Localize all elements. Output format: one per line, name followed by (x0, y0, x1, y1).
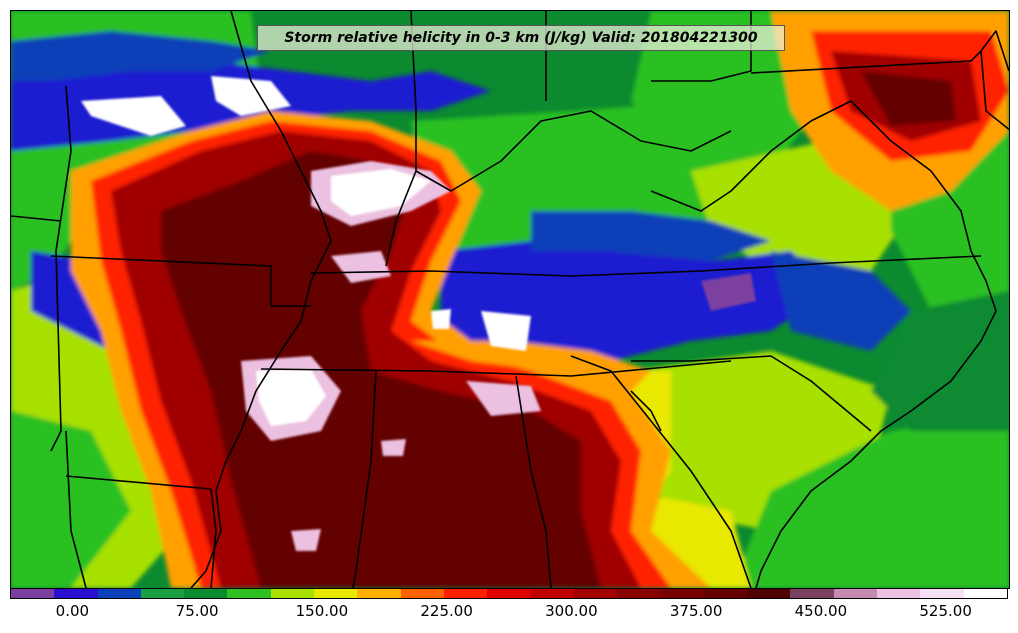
band-east-darkblue (771, 251, 911, 351)
field-se-green (731, 411, 1009, 588)
patch-ms-pink (466, 381, 541, 416)
patch-misc1 (291, 529, 321, 551)
colorbar-swatch (747, 589, 791, 598)
band-central-blue (441, 241, 831, 371)
border-tx-la (210, 488, 217, 588)
border-west-nm (65, 430, 87, 588)
patch-ky-purple (701, 273, 756, 311)
colorbar-tick-label: 150.00 (295, 602, 349, 620)
colorbar-swatch (270, 589, 315, 598)
border-iowa (11, 215, 62, 222)
patch-north-white (211, 76, 291, 116)
border-oh-river (415, 110, 732, 192)
colorbar-swatch (660, 589, 704, 598)
band-north-darkblue (11, 31, 271, 81)
colorbar (10, 588, 1008, 599)
patch-mo-pink (331, 251, 391, 283)
colorbar-tick-label: 450.00 (794, 602, 848, 620)
border-al-ga (515, 375, 552, 588)
map-title: Storm relative helicity in 0-3 km (J/kg)… (257, 25, 785, 51)
patch-west-white (81, 96, 186, 136)
border-de (970, 50, 1009, 131)
border-ks-mo (50, 85, 72, 452)
border-mississippi-river (190, 11, 332, 588)
colorbar-swatch (530, 589, 574, 598)
helicity-map (11, 11, 1009, 588)
border-ok-tx (65, 475, 212, 490)
colorbar-swatch (314, 589, 358, 598)
colorbar-tick-label: 375.00 (669, 602, 723, 620)
map-frame: Storm relative helicity in 0-3 km (J/kg)… (10, 10, 1010, 589)
colorbar-swatch (227, 589, 271, 598)
colorbar-swatch (617, 589, 661, 598)
colorbar-swatch (443, 589, 488, 598)
border-va-md (850, 100, 972, 252)
colorbar-swatch (963, 589, 1007, 598)
border-mo-ar (50, 255, 311, 307)
colorbar-swatch (920, 589, 964, 598)
border-nc-sc (631, 355, 872, 432)
colorbar-swatch (703, 589, 748, 598)
colorbar-tick-label: 225.00 (420, 602, 473, 620)
zone-tn-belt (411, 341, 651, 391)
colorbar-swatch (833, 589, 877, 598)
colorbar-swatch (357, 589, 401, 598)
colorbar-swatch (54, 589, 98, 598)
border-ky-tn (310, 255, 982, 277)
patch-ar-white (256, 369, 326, 426)
field-coast-darkgreen (871, 291, 1009, 431)
colorbar-tick-label: 300.00 (545, 602, 598, 620)
colorbar-swatch (97, 589, 141, 598)
colorbar-swatch (140, 589, 185, 598)
state-boundaries (11, 11, 1009, 588)
patch-misc2 (381, 439, 406, 456)
zone-main-maroon (161, 151, 601, 588)
colorbar-swatch (487, 589, 531, 598)
colorbar-swatch (400, 589, 444, 598)
colorbar-ticks: 0.00 75.00 150.00 225.00 300.00 375.00 450.00 5… (10, 600, 1008, 630)
border-ga-sc (570, 355, 752, 588)
colorbar-tick-label: 525.00 (919, 602, 972, 620)
field-sw-green (11, 411, 131, 588)
patch-tn-white (431, 309, 451, 329)
patch-il-white (331, 169, 431, 216)
border-md-pa (750, 60, 972, 74)
patch-ky-white (481, 311, 531, 351)
band-central-darkblue (531, 211, 771, 261)
colorbar-swatch (184, 589, 228, 598)
colorbar-tick-label: 75.00 (175, 602, 219, 620)
colorbar-tick-label: 0.00 (55, 602, 90, 620)
coastline-east (755, 250, 997, 588)
border-tn-ms-al (260, 360, 732, 377)
zone-ne-maroon (861, 71, 956, 126)
border-ms-al (352, 370, 377, 588)
border-wv-va (650, 100, 852, 212)
coastline-gulf (630, 390, 662, 432)
colorbar-swatch (11, 589, 55, 598)
border-nj (980, 30, 1009, 72)
colorbar-swatch (573, 589, 618, 598)
colorbar-swatch (876, 589, 921, 598)
colorbar-swatch (790, 589, 834, 598)
